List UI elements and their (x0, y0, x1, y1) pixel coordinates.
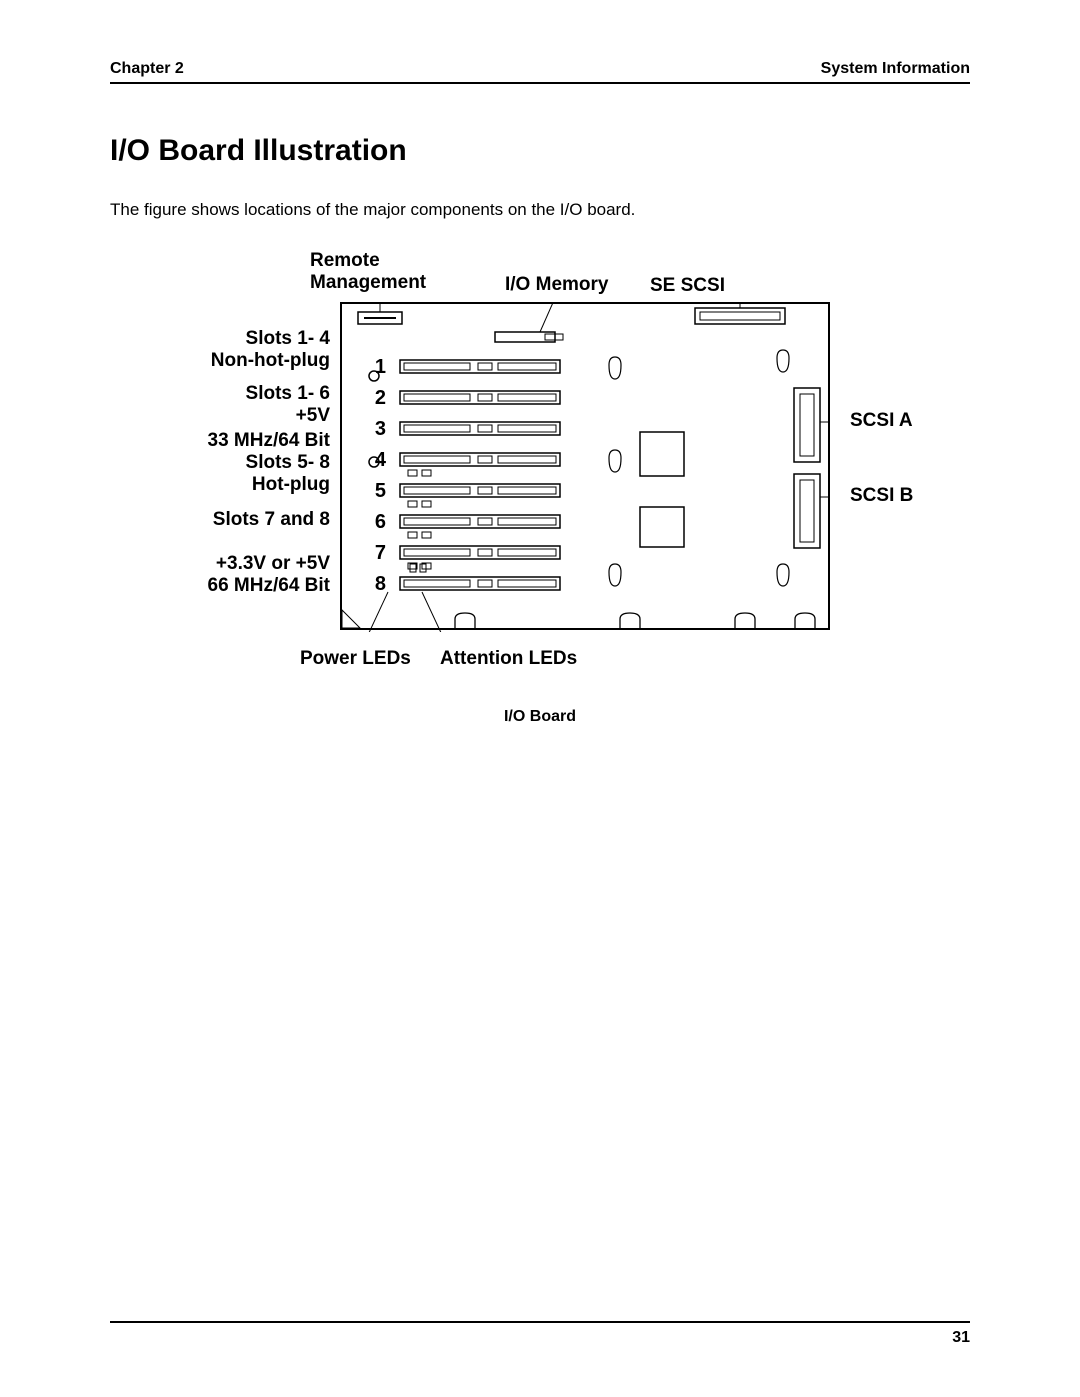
label-power-leds: Power LEDs (300, 648, 411, 670)
label-io-memory: I/O Memory (505, 274, 608, 296)
figure-caption: I/O Board (110, 708, 970, 726)
label-text: RemoteManagement (310, 250, 426, 293)
label-se-scsi: SE SCSI (650, 275, 725, 297)
page-number: 31 (952, 1329, 970, 1346)
svg-text:2: 2 (375, 387, 386, 409)
board-diagram: 1 2 3 4 5 6 7 8 (340, 302, 830, 632)
label-slots-5-8: Slots 5- 8Hot-plug (246, 452, 330, 496)
label-slots-1-6: Slots 1- 6+5V (246, 383, 330, 427)
intro-text: The figure shows locations of the major … (110, 200, 970, 220)
page-title: I/O Board Illustration (110, 134, 970, 168)
label-text: +3.3V or +5V66 MHz/64 Bit (208, 553, 330, 596)
svg-text:3: 3 (375, 418, 386, 440)
label-3v-5v-66mhz: +3.3V or +5V66 MHz/64 Bit (208, 553, 330, 597)
label-slots-7-8: Slots 7 and 8 (213, 509, 330, 531)
io-board-figure: RemoteManagement I/O Memory SE SCSI Slot… (120, 250, 950, 690)
header-right: System Information (821, 60, 970, 78)
label-slots-1-4: Slots 1- 4Non-hot-plug (211, 328, 330, 372)
svg-text:1: 1 (375, 356, 386, 378)
document-page: Chapter 2 System Information I/O Board I… (0, 0, 1080, 1397)
label-text: Slots 1- 6+5V (246, 383, 330, 426)
header-left: Chapter 2 (110, 60, 184, 78)
label-scsi-a: SCSI A (850, 410, 913, 432)
svg-text:7: 7 (375, 542, 386, 564)
page-footer: 31 (110, 1321, 970, 1347)
svg-text:8: 8 (375, 573, 386, 595)
label-attention-leds: Attention LEDs (440, 648, 577, 670)
svg-text:5: 5 (375, 480, 386, 502)
page-header: Chapter 2 System Information (110, 60, 970, 84)
label-remote-management: RemoteManagement (310, 250, 426, 294)
label-text: Slots 5- 8Hot-plug (246, 452, 330, 495)
svg-text:4: 4 (375, 449, 387, 471)
label-33mhz: 33 MHz/64 Bit (208, 430, 330, 452)
label-scsi-b: SCSI B (850, 485, 913, 507)
label-text: Slots 1- 4Non-hot-plug (211, 328, 330, 371)
svg-text:6: 6 (375, 511, 386, 533)
